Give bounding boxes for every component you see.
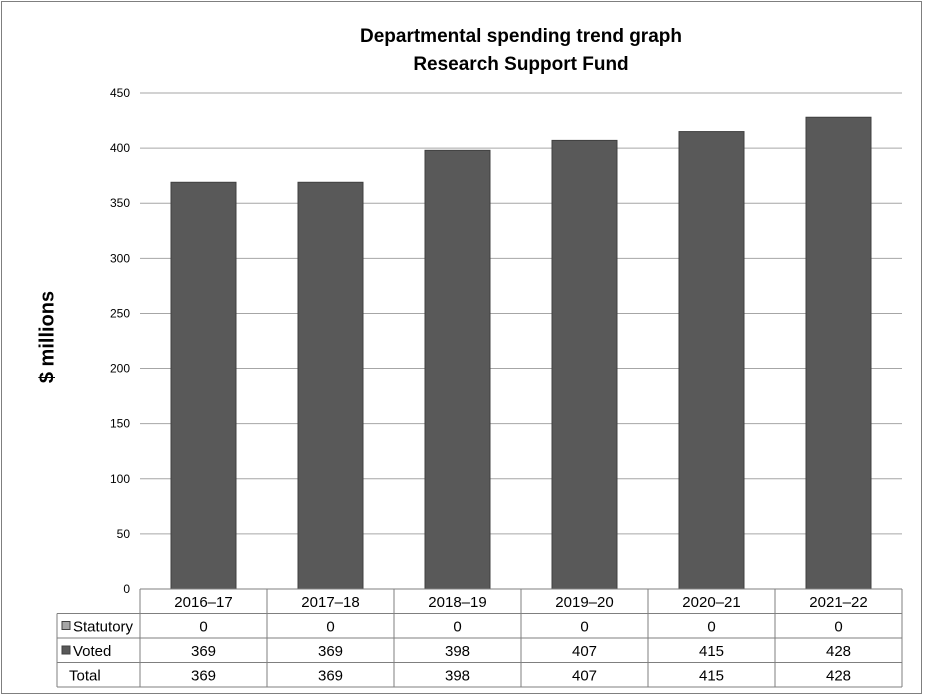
legend-swatch — [61, 621, 71, 630]
legend-swatch — [61, 645, 71, 655]
gridlines — [140, 92, 902, 590]
x-tick-label: 2017–18 — [301, 594, 359, 611]
y-tick-label: 300 — [110, 251, 130, 265]
y-tick-label: 350 — [110, 196, 130, 210]
data-label: 407 — [572, 643, 597, 660]
data-label: 398 — [445, 668, 470, 685]
legend-entry: Voted — [73, 643, 111, 660]
data-label: 0 — [580, 619, 588, 636]
y-tick-label: 50 — [117, 527, 131, 541]
data-table: 2016–17 2017–18 2018–19 2019–20 2020–21 2021–… — [56, 588, 903, 688]
bar-voted — [678, 131, 745, 590]
bar-voted — [424, 149, 491, 590]
y-tick-label: 0 — [123, 582, 130, 596]
x-tick-label: 2020–21 — [682, 594, 740, 611]
bar-voted — [297, 181, 364, 590]
data-label: 398 — [445, 643, 470, 660]
data-label: 0 — [453, 619, 461, 636]
y-tick-label: 200 — [110, 362, 130, 376]
data-label: 369 — [191, 668, 216, 685]
data-label: 0 — [834, 619, 842, 636]
data-label: 415 — [699, 668, 724, 685]
x-tick-label: 2016–17 — [174, 594, 232, 611]
x-tick-label: 2019–20 — [555, 594, 613, 611]
data-label: 407 — [572, 668, 597, 685]
data-label: 0 — [326, 619, 334, 636]
bar-voted — [170, 181, 237, 590]
bar-voted — [551, 139, 618, 590]
chart-title: Departmental spending trend graph — [360, 26, 682, 47]
data-label: 428 — [826, 668, 851, 685]
legend-entry: Statutory — [73, 619, 134, 636]
y-tick-label: 400 — [110, 141, 130, 155]
y-tick-labels: 0 50 100 150 200 250 300 350 400 450 — [110, 86, 130, 596]
data-label: 428 — [826, 643, 851, 660]
x-tick-label: 2018–19 — [428, 594, 486, 611]
bar-voted — [805, 116, 872, 590]
y-tick-label: 100 — [110, 472, 130, 486]
data-label: 0 — [199, 619, 207, 636]
y-tick-label: 250 — [110, 306, 130, 320]
legend-entry: Total — [69, 668, 101, 685]
data-label: 0 — [707, 619, 715, 636]
x-tick-label: 2021–22 — [809, 594, 867, 611]
bars — [170, 116, 872, 590]
data-label: 369 — [318, 668, 343, 685]
data-label: 415 — [699, 643, 724, 660]
data-label: 369 — [191, 643, 216, 660]
y-tick-label: 450 — [110, 86, 130, 100]
y-tick-label: 150 — [110, 417, 130, 431]
data-label: 369 — [318, 643, 343, 660]
chart-subtitle: Research Support Fund — [413, 54, 629, 75]
